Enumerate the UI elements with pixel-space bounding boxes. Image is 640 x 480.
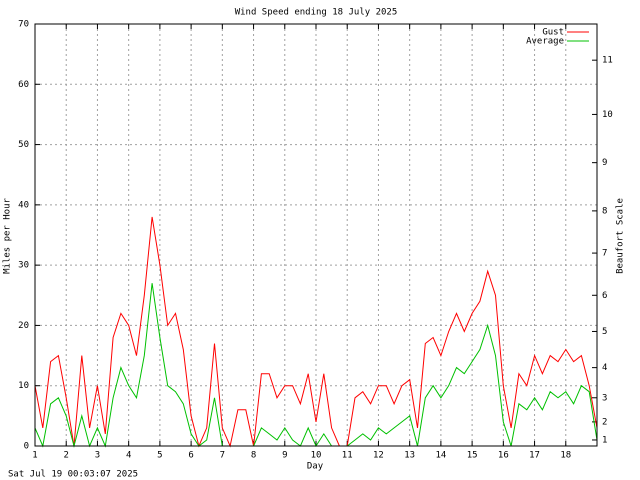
chart-title: Wind Speed ending 18 July 2025 <box>235 8 398 18</box>
y2-tick-label: 5 <box>602 327 607 337</box>
y-tick-label: 60 <box>18 80 29 90</box>
x-tick-label: 2 <box>64 451 69 461</box>
x-tick-label: 5 <box>157 451 162 461</box>
y-tick-label: 0 <box>24 442 29 452</box>
y2-tick-label: 8 <box>602 206 607 216</box>
y-tick-label: 50 <box>18 140 29 150</box>
x-tick-label: 12 <box>373 451 384 461</box>
y-tick-label: 20 <box>18 321 29 331</box>
y2-tick-label: 6 <box>602 291 607 301</box>
x-tick-label: 8 <box>251 451 256 461</box>
y2-tick-label: 3 <box>602 393 607 403</box>
y-tick-label: 10 <box>18 381 29 391</box>
y-tick-label: 30 <box>18 261 29 271</box>
x-tick-label: 9 <box>282 451 287 461</box>
y2-tick-label: 10 <box>602 110 613 120</box>
x-tick-label: 3 <box>95 451 100 461</box>
x-axis-label: Day <box>307 462 324 472</box>
y-tick-label: 40 <box>18 200 29 210</box>
x-tick-label: 18 <box>560 451 571 461</box>
y-axis-label: Miles per Hour <box>3 197 13 273</box>
y-tick-label: 70 <box>18 20 29 30</box>
plot-frame <box>34 23 598 447</box>
y2-tick-label: 9 <box>602 158 607 168</box>
legend-label: Gust <box>542 28 564 38</box>
x-tick-label: 15 <box>467 451 478 461</box>
x-tick-label: 11 <box>342 451 353 461</box>
y2-tick-label: 2 <box>602 417 607 427</box>
x-tick-label: 14 <box>435 451 446 461</box>
timestamp: Sat Jul 19 00:03:07 2025 <box>8 470 138 480</box>
x-tick-label: 4 <box>126 451 131 461</box>
x-tick-label: 13 <box>404 451 415 461</box>
x-tick-label: 10 <box>311 451 322 461</box>
y2-tick-label: 7 <box>602 249 607 259</box>
y2-axis-label: Beaufort Scale <box>616 198 626 274</box>
x-tick-label: 17 <box>529 451 540 461</box>
x-tick-label: 7 <box>220 451 225 461</box>
series-line <box>34 216 598 448</box>
legend-label: Average <box>526 37 564 47</box>
y2-tick-label: 11 <box>602 56 613 66</box>
y2-tick-label: 4 <box>602 363 607 373</box>
x-tick-label: 6 <box>188 451 193 461</box>
x-tick-label: 16 <box>498 451 509 461</box>
y2-tick-label: 1 <box>602 435 607 445</box>
x-tick-label: 1 <box>32 451 37 461</box>
